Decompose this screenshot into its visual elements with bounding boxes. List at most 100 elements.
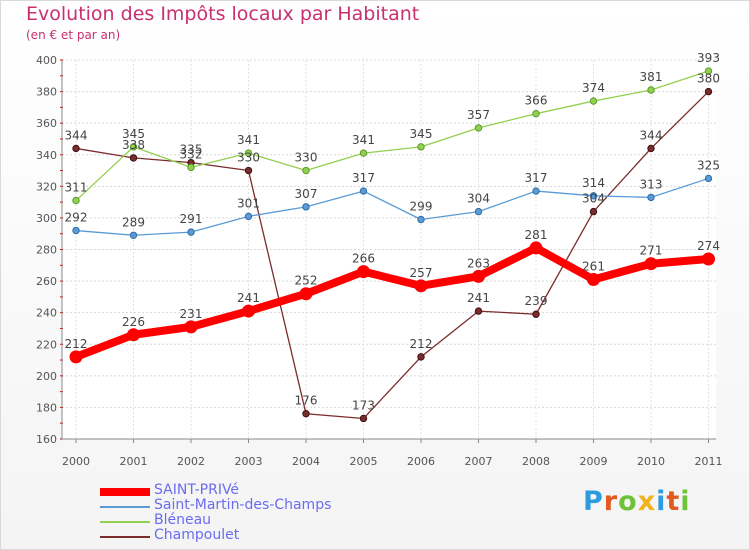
data-point: [244, 166, 253, 175]
data-point: [474, 307, 483, 315]
data-label: 357: [467, 108, 490, 122]
data-point: [414, 279, 428, 293]
data-label: 292: [65, 211, 88, 225]
data-point: [302, 203, 310, 211]
x-tick-label: 2007: [465, 455, 493, 468]
data-label: 304: [582, 192, 605, 206]
logo-letter: t: [666, 486, 681, 517]
data-label: 301: [237, 196, 260, 210]
data-label: 257: [410, 266, 433, 280]
data-label: 212: [65, 337, 88, 351]
data-point: [474, 207, 483, 216]
y-tick-label: 260: [36, 275, 57, 288]
data-point: [69, 350, 83, 364]
data-label: 252: [295, 274, 318, 288]
data-label: 226: [122, 315, 145, 329]
y-tick-label: 340: [36, 149, 57, 162]
legend-label: SAINT-PRIVé: [154, 482, 240, 498]
data-label: 261: [582, 260, 605, 274]
data-label: 241: [467, 291, 490, 305]
data-label: 311: [65, 181, 88, 195]
data-label: 291: [180, 212, 203, 226]
data-point: [474, 124, 483, 132]
logo-letter: i: [656, 486, 667, 517]
data-label: 332: [180, 147, 203, 161]
x-tick-label: 2003: [235, 455, 263, 468]
y-tick-label: 320: [36, 180, 57, 193]
data-label: 380: [697, 72, 720, 86]
data-point: [644, 257, 658, 271]
data-point: [647, 86, 655, 94]
data-point: [359, 414, 368, 423]
data-point: [129, 231, 138, 239]
data-point: [589, 192, 598, 200]
data-point: [357, 265, 370, 279]
data-label: 381: [640, 70, 663, 84]
data-point: [704, 174, 713, 183]
data-point: [704, 87, 713, 96]
y-tick-label: 380: [36, 86, 57, 99]
data-label: 338: [122, 138, 145, 152]
data-label: 345: [410, 127, 433, 141]
data-point: [587, 273, 600, 287]
plot-area: [62, 60, 716, 439]
legend-swatch: [100, 488, 150, 496]
data-label: 281: [525, 228, 548, 242]
data-point: [417, 215, 425, 224]
series-line-2: [75, 70, 710, 202]
data-label: 263: [467, 256, 490, 270]
data-label: 289: [122, 215, 145, 229]
data-label: 299: [410, 199, 433, 213]
y-tick-label: 180: [36, 401, 57, 414]
data-point: [647, 193, 655, 202]
y-tick-label: 300: [36, 212, 57, 225]
legend-swatch: [100, 506, 150, 508]
legend-swatch: [100, 521, 150, 523]
x-tick-label: 2000: [62, 455, 90, 468]
logo-letter: o: [618, 486, 638, 517]
data-point: [359, 149, 368, 157]
data-label: 241: [237, 291, 260, 305]
data-point: [417, 143, 425, 151]
data-label: 317: [525, 171, 548, 185]
data-label: 341: [237, 133, 260, 147]
data-point: [532, 310, 540, 318]
data-point: [589, 97, 598, 105]
data-point: [129, 143, 138, 151]
data-label: 330: [237, 151, 260, 165]
data-label: 173: [352, 398, 375, 412]
data-point: [532, 109, 540, 118]
data-point: [302, 410, 310, 418]
data-point: [127, 328, 140, 342]
data-label: 330: [295, 151, 318, 165]
logo-letter: x: [637, 486, 657, 517]
logo-letter: r: [603, 486, 619, 517]
data-label: 317: [352, 171, 375, 185]
legend-label: Saint-Martin-des-Champs: [154, 497, 332, 513]
data-point: [417, 353, 425, 361]
y-tick-label: 200: [36, 370, 57, 383]
series-line-3: [75, 90, 710, 420]
y-tick-label: 360: [36, 117, 57, 130]
data-label: 307: [295, 187, 318, 201]
data-label: 271: [640, 244, 663, 258]
y-tick-label: 220: [36, 338, 57, 351]
data-point: [72, 226, 80, 235]
data-point: [184, 320, 198, 334]
legend-label: Bléneau: [154, 512, 212, 528]
y-tick-label: 400: [36, 54, 57, 67]
legend-label: Champoulet: [154, 527, 240, 543]
data-point: [187, 163, 195, 172]
data-label: 176: [295, 394, 318, 408]
data-label: 366: [525, 94, 548, 108]
data-label: 345: [122, 127, 145, 141]
data-label: 374: [582, 81, 605, 95]
data-label: 239: [525, 294, 548, 308]
data-label: 266: [352, 252, 375, 266]
data-point: [302, 166, 310, 175]
data-point: [244, 212, 253, 221]
x-tick-label: 2005: [350, 455, 378, 468]
data-point: [72, 144, 80, 153]
series-line-0: [72, 243, 713, 361]
data-point: [704, 67, 713, 75]
